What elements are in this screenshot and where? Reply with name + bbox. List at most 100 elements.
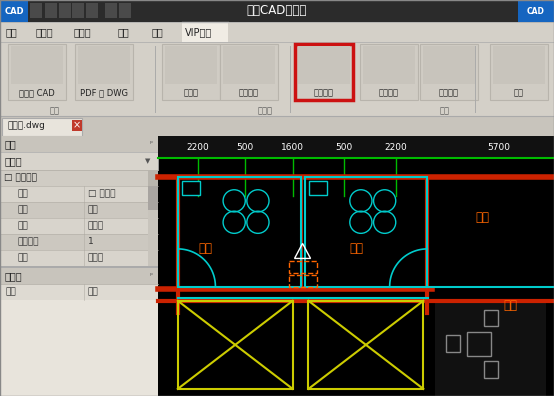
Bar [435, 301, 546, 396]
Text: 属性: 属性 [5, 139, 17, 149]
Bar [162, 44, 220, 100]
Bar [148, 170, 158, 186]
Text: □ 以图层: □ 以图层 [88, 190, 115, 198]
Text: 厨房: 厨房 [198, 242, 213, 255]
Text: 图层: 图层 [18, 206, 29, 215]
Text: 名称: 名称 [6, 287, 17, 297]
Text: 批处理: 批处理 [258, 107, 273, 116]
Bar [435, 177, 554, 284]
Bar [420, 44, 478, 100]
Bar [178, 301, 293, 389]
Bar [182, 181, 200, 195]
Bar [305, 177, 427, 287]
Text: ᵖ: ᵖ [150, 273, 153, 279]
Bar [0, 0, 554, 22]
Text: VIP功能: VIP功能 [185, 27, 212, 37]
Bar [59, 3, 71, 18]
Bar [72, 3, 84, 18]
Text: 5700: 5700 [487, 143, 510, 152]
Bar [75, 44, 133, 100]
Text: □ 一般设置: □ 一般设置 [4, 173, 37, 183]
Text: 高级: 高级 [118, 27, 130, 37]
Bar [493, 46, 545, 84]
Text: 2200: 2200 [186, 143, 209, 152]
Text: 1: 1 [88, 238, 94, 246]
Bar [0, 170, 158, 186]
Text: 示例图.dwg: 示例图.dwg [8, 122, 46, 131]
Bar [0, 136, 158, 152]
Bar [8, 44, 66, 100]
Bar [289, 261, 316, 273]
Bar [11, 46, 63, 84]
Text: 家具: 家具 [88, 206, 99, 215]
Bar [363, 46, 415, 84]
Text: 批量打印: 批量打印 [239, 88, 259, 97]
Text: 文件: 文件 [6, 27, 18, 37]
Bar [0, 22, 554, 42]
Bar [220, 44, 278, 100]
Text: 路径: 路径 [88, 287, 99, 297]
Bar [119, 3, 131, 18]
Bar [295, 44, 353, 100]
Bar [289, 275, 316, 287]
Bar [0, 152, 158, 170]
Bar [178, 177, 301, 287]
Bar [0, 202, 158, 218]
Bar [182, 181, 200, 195]
Bar [0, 266, 158, 268]
Text: 查看器: 查看器 [36, 27, 54, 37]
Bar [0, 116, 554, 136]
Bar [484, 310, 497, 326]
Bar [148, 186, 158, 210]
Text: 线型: 线型 [18, 221, 29, 230]
Text: PDF 到 DWG: PDF 到 DWG [80, 88, 128, 97]
Text: 线型比例: 线型比例 [18, 238, 39, 246]
Bar [0, 300, 158, 396]
Bar [86, 3, 98, 18]
Bar [158, 136, 554, 396]
Text: ▼: ▼ [145, 158, 150, 164]
Bar [423, 46, 475, 84]
Text: 提取尺寸: 提取尺寸 [439, 88, 459, 97]
Text: 以图层: 以图层 [88, 253, 104, 263]
Text: 以图层: 以图层 [88, 221, 104, 230]
Bar [45, 3, 57, 18]
Text: 批处理: 批处理 [183, 88, 198, 97]
Text: 收藏夹: 收藏夹 [5, 271, 23, 281]
Text: 500: 500 [336, 143, 353, 152]
Bar [0, 234, 158, 250]
Bar [72, 120, 82, 131]
Bar [165, 46, 217, 84]
Bar [490, 44, 548, 100]
Bar [182, 22, 228, 42]
Text: 页面到 CAD: 页面到 CAD [19, 88, 55, 97]
Text: 2200: 2200 [384, 143, 407, 152]
Bar [158, 136, 554, 158]
Text: 提取: 提取 [440, 107, 450, 116]
Bar [0, 268, 158, 284]
Bar [0, 218, 158, 234]
Text: 输出: 输出 [152, 27, 164, 37]
Bar [360, 44, 418, 100]
Text: 默认值: 默认值 [5, 156, 23, 166]
Text: 1600: 1600 [281, 143, 304, 152]
Bar [467, 332, 491, 356]
Bar [298, 46, 350, 84]
Text: 500: 500 [237, 143, 254, 152]
Bar [223, 46, 275, 84]
Text: ᵖ: ᵖ [150, 141, 153, 147]
Text: 迅捷CAD编辑器: 迅捷CAD编辑器 [247, 4, 307, 17]
Text: CAD: CAD [4, 6, 24, 15]
Bar [30, 3, 42, 18]
Text: 餐厅: 餐厅 [504, 299, 517, 312]
Bar [446, 335, 460, 352]
Bar [309, 181, 326, 195]
Bar [309, 181, 326, 195]
Text: ×: × [73, 120, 81, 131]
Bar [309, 301, 423, 389]
Text: 阳台: 阳台 [476, 211, 490, 224]
Bar [0, 0, 28, 22]
Text: 线宽: 线宽 [18, 253, 29, 263]
Text: 转换: 转换 [50, 107, 60, 116]
Text: 厨房: 厨房 [349, 242, 363, 255]
